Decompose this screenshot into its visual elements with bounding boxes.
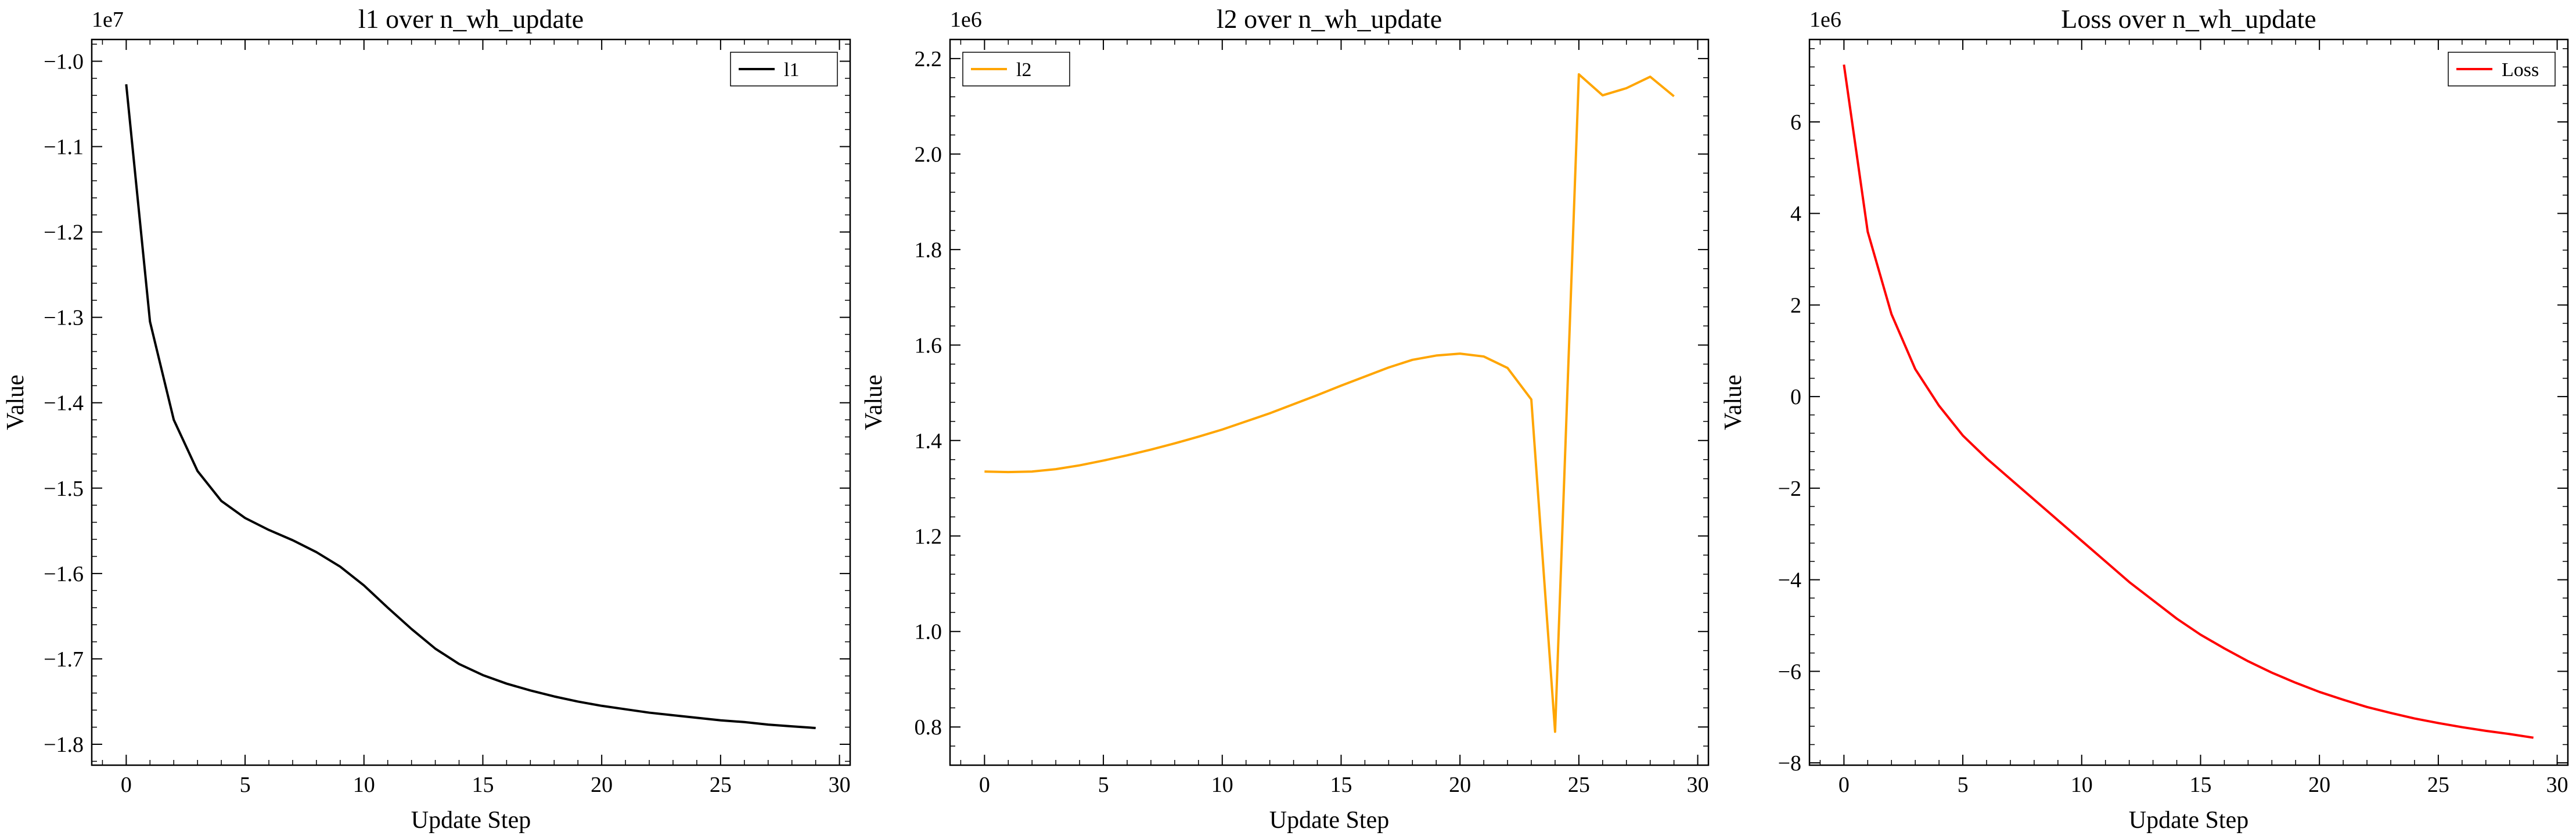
x-tick-label-l1: 10 <box>353 773 375 797</box>
y-tick-label-loss: 4 <box>1790 202 1801 226</box>
x-tick-label-l1: 5 <box>240 773 251 797</box>
series-line-l1 <box>125 84 816 730</box>
y-tick-label-l2: 1.4 <box>915 429 942 453</box>
y-axis-label-loss: Value <box>1720 374 1747 430</box>
y-tick-label-l1: −1.6 <box>44 562 84 586</box>
x-tick-label-l2: 10 <box>1211 773 1233 797</box>
y-tick-label-l2: 1.0 <box>915 620 942 644</box>
x-tick-label-loss: 20 <box>2308 773 2330 797</box>
chart-title-l1: l1 over n_wh_update <box>358 4 584 34</box>
y-tick-label-l1: −1.7 <box>44 647 84 672</box>
legend-label-l2: l2 <box>1016 59 1031 81</box>
x-tick-label-l2: 0 <box>979 773 990 797</box>
x-tick-label-l2: 5 <box>1098 773 1109 797</box>
y-tick-label-loss: 0 <box>1790 385 1801 409</box>
y-axis-label-l1: Value <box>2 374 29 430</box>
x-tick-label-l1: 30 <box>829 773 851 797</box>
chart-title-loss: Loss over n_wh_update <box>2061 4 2316 34</box>
y-tick-label-loss: −2 <box>1778 477 1801 501</box>
series-line-l2 <box>984 73 1675 733</box>
x-tick-label-l2: 25 <box>1568 773 1590 797</box>
y-tick-label-loss: −6 <box>1778 660 1801 684</box>
y-tick-label-l2: 2.2 <box>915 47 942 71</box>
y-tick-label-l2: 0.8 <box>915 715 942 740</box>
y-axis-label-l2: Value <box>861 374 887 430</box>
y-tick-label-loss: 6 <box>1790 110 1801 135</box>
plot-frame-l1 <box>91 38 851 766</box>
y-tick-label-l1: −1.8 <box>44 733 84 757</box>
x-tick-label-loss: 30 <box>2546 773 2568 797</box>
series-line-loss <box>1843 64 2534 739</box>
y-tick-label-loss: −4 <box>1778 568 1801 593</box>
x-tick-label-l1: 25 <box>710 773 732 797</box>
y-tick-label-l2: 2.0 <box>915 142 942 167</box>
y-tick-label-loss: 2 <box>1790 293 1801 318</box>
plot-frame-loss <box>1808 38 2569 766</box>
x-tick-label-l2: 15 <box>1330 773 1352 797</box>
offset-text-loss: 1e6 <box>1809 8 1841 32</box>
y-tick-label-l1: −1.3 <box>44 306 84 330</box>
y-tick-label-l1: −1.5 <box>44 477 84 501</box>
y-tick-label-l1: −1.0 <box>44 50 84 74</box>
offset-text-l1: 1e7 <box>92 8 124 32</box>
x-axis-label-l2: Update Step <box>1269 807 1389 834</box>
y-tick-label-l2: 1.8 <box>915 238 942 262</box>
y-tick-label-l1: −1.1 <box>44 135 84 160</box>
x-tick-label-l1: 15 <box>472 773 494 797</box>
legend-label-l1: l1 <box>784 59 799 81</box>
x-tick-label-loss: 25 <box>2427 773 2449 797</box>
x-tick-label-l1: 20 <box>591 773 613 797</box>
x-tick-label-l2: 30 <box>1687 773 1709 797</box>
x-tick-label-loss: 0 <box>1839 773 1850 797</box>
y-tick-label-loss: −8 <box>1778 751 1801 776</box>
y-tick-label-l1: −1.2 <box>44 221 84 245</box>
x-axis-label-loss: Update Step <box>2129 807 2248 834</box>
x-tick-label-loss: 15 <box>2189 773 2211 797</box>
legend-box-l2 <box>962 52 1070 87</box>
x-axis-label-l1: Update Step <box>411 807 531 834</box>
x-tick-label-loss: 10 <box>2071 773 2093 797</box>
plot-frame-l2 <box>949 38 1710 766</box>
x-tick-label-loss: 5 <box>1958 773 1969 797</box>
x-tick-label-l1: 0 <box>121 773 132 797</box>
y-tick-label-l2: 1.2 <box>915 524 942 549</box>
y-tick-label-l1: −1.4 <box>44 391 84 416</box>
y-tick-label-l2: 1.6 <box>915 333 942 358</box>
x-tick-label-l2: 20 <box>1449 773 1471 797</box>
chart-title-l2: l2 over n_wh_update <box>1217 4 1442 34</box>
legend-label-loss: Loss <box>2502 59 2539 81</box>
offset-text-l2: 1e6 <box>950 8 982 32</box>
